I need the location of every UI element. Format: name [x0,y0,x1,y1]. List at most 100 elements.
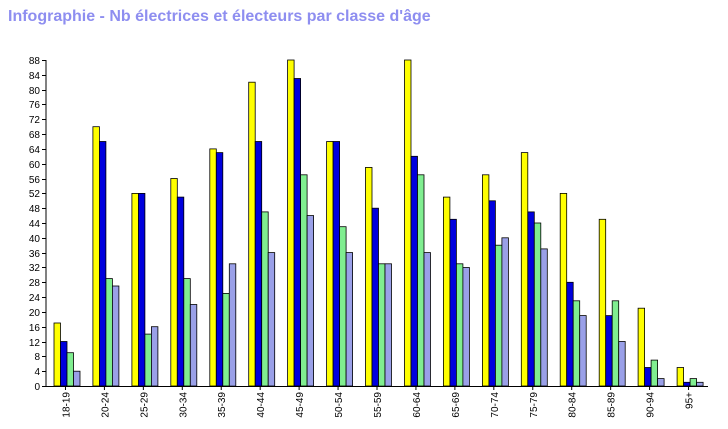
y-tick-label: 64 [29,145,41,156]
bar [540,248,548,387]
bar [442,196,451,387]
x-tick-label: 35-39 [217,392,228,418]
x-tick-label: 40-44 [256,392,267,418]
bar [481,174,490,387]
bar [579,315,587,387]
y-tick-label: 84 [29,71,41,82]
bar [99,141,107,387]
bar [494,244,503,387]
x-tick-label: 95+ [685,392,696,409]
x-tick-label: 18-19 [62,392,73,418]
y-tick-label: 44 [29,219,41,230]
y-tick-label: 32 [29,263,41,274]
bar [254,141,263,387]
bar [371,207,379,387]
y-tick-label: 4 [34,367,40,378]
bar [527,211,535,387]
bar [345,252,354,387]
bar [410,155,418,387]
bar [176,196,185,387]
bar [228,263,237,387]
y-tick-label: 68 [29,130,41,141]
bar [598,218,607,387]
bar [105,278,113,387]
bar [131,192,139,387]
y-tick-label: 72 [29,115,41,126]
bar [365,166,373,387]
bar [209,148,217,387]
x-tick-label: 30-34 [178,392,189,418]
bar [306,215,315,387]
bar [566,281,574,387]
x-tick-label: 90-94 [646,392,657,418]
bar [73,370,81,387]
bar [60,341,68,387]
bar [144,333,152,387]
bar [520,152,529,387]
y-tick-label: 24 [29,293,41,304]
y-tick-label: 20 [29,308,41,319]
bar [605,315,613,387]
bar [92,126,100,387]
y-tick-label: 40 [29,234,41,245]
bar [696,381,704,387]
y-tick-label: 28 [29,278,41,289]
bar [404,59,412,387]
bar [455,263,464,387]
bar [384,263,392,387]
bar [462,267,470,387]
bar [501,237,509,387]
x-tick-label: 70-74 [490,392,501,418]
bar [689,378,697,387]
bar [215,152,224,387]
chart-title: Infographie - Nb électrices et électeurs… [8,8,431,25]
bar [293,78,302,387]
bar [611,300,620,387]
bar [417,174,425,387]
bar [326,141,334,387]
bar [53,322,61,387]
bar [423,252,431,387]
y-tick-label: 48 [29,204,41,215]
bar [559,192,568,387]
bar [650,359,658,387]
x-tick-label: 25-29 [139,392,150,418]
bar [572,300,581,387]
bar [261,211,269,387]
y-tick-label: 36 [29,249,41,260]
y-tick-label: 8 [34,352,40,363]
x-tick-label: 50-54 [334,392,345,418]
bar [339,226,347,387]
bar [332,141,341,387]
bar [248,81,256,387]
bar [150,326,159,387]
y-tick-label: 60 [29,160,41,171]
y-tick-label: 12 [29,338,41,349]
x-tick-label: 55-59 [373,392,384,418]
x-tick-label: 60-64 [412,392,423,418]
y-tick-label: 52 [29,189,41,200]
x-tick-label: 20-24 [100,392,111,418]
bar [137,192,146,387]
bar [683,381,691,387]
x-tick-label: 75-79 [529,392,540,418]
x-tick-label: 80-84 [568,392,579,418]
bar [300,174,308,387]
bar [533,222,542,387]
bar [267,252,276,387]
y-tick-label: 88 [29,56,41,67]
bar [378,263,386,387]
bar [170,178,178,387]
bar [66,352,74,387]
x-tick-label: 65-69 [451,392,462,418]
bar [112,285,120,387]
y-tick-label: 56 [29,175,41,186]
bar [449,218,457,387]
y-tick-label: 76 [29,100,41,111]
bar [189,304,198,387]
bar [222,292,230,387]
y-tick-label: 0 [34,382,40,393]
x-tick-label: 45-49 [295,392,306,418]
bar [488,200,496,387]
